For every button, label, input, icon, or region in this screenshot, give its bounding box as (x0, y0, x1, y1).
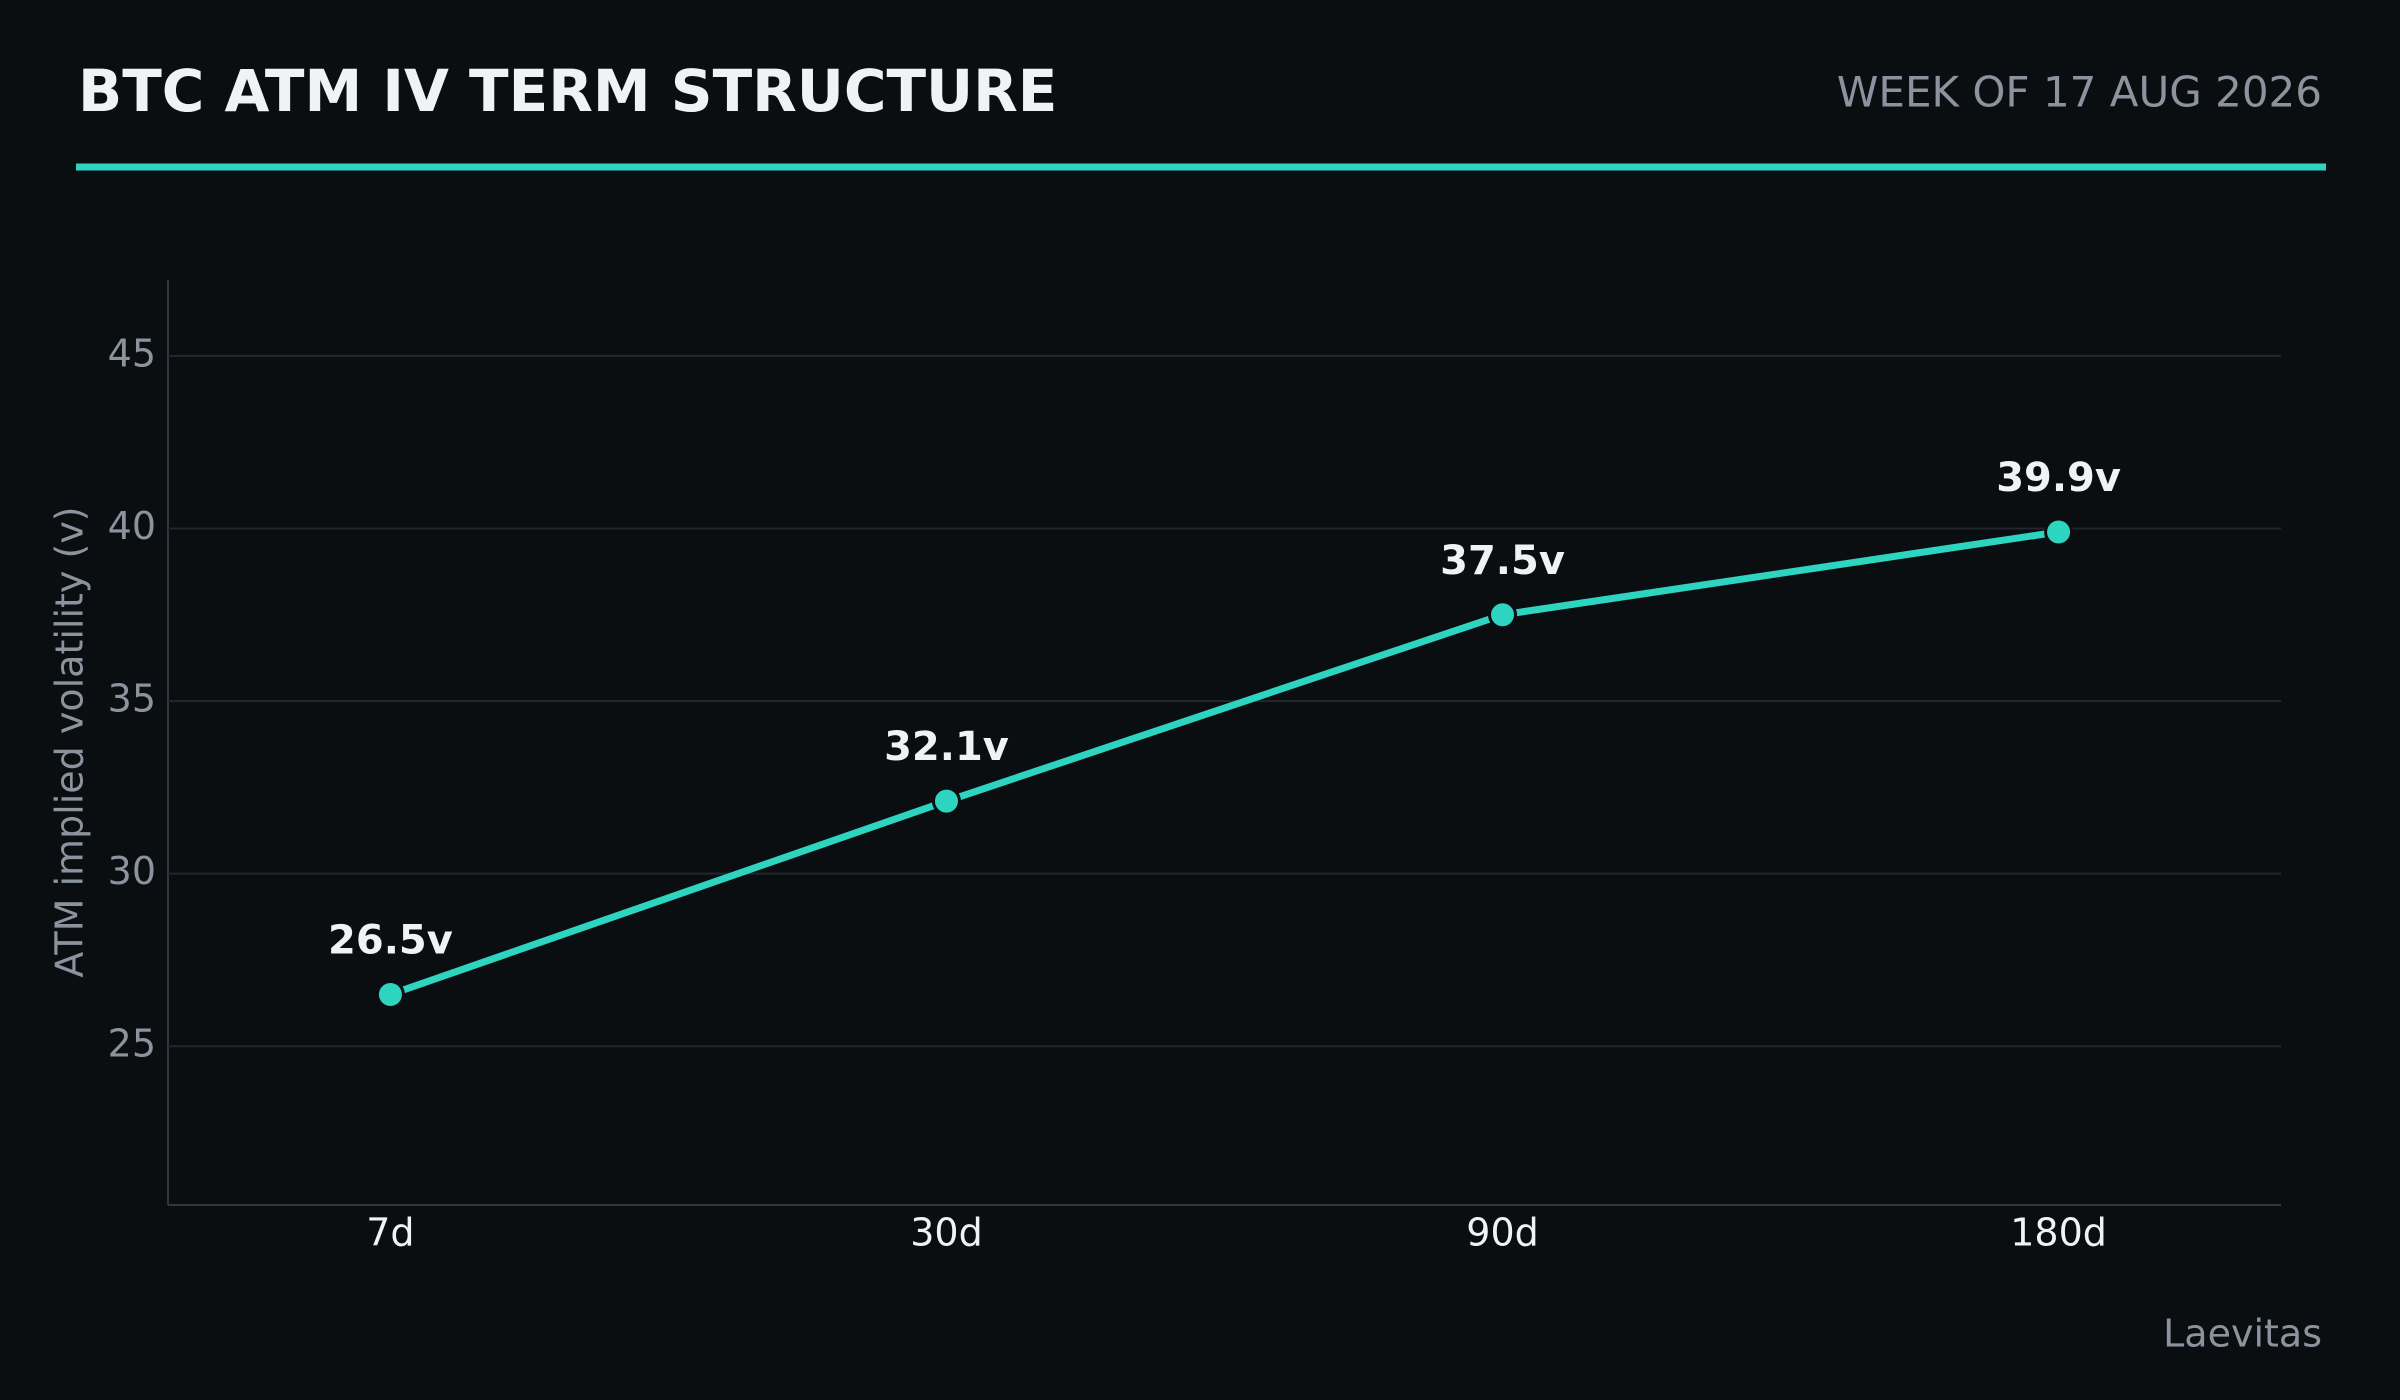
x-tick-label: 180d (2010, 1211, 2107, 1255)
x-tick-label: 30d (910, 1211, 982, 1255)
data-point (375, 979, 405, 1009)
chart-subtitle: WEEK OF 17 AUG 2026 (1837, 68, 2322, 117)
x-tick-label: 7d (366, 1211, 414, 1255)
data-point (931, 786, 961, 816)
y-tick-label: 25 (108, 1022, 156, 1066)
y-tick-label: 45 (108, 331, 156, 375)
y-axis-label: ATM implied volatility (v) (48, 506, 92, 977)
series-line (389, 528, 2060, 998)
data-point (1488, 600, 1518, 630)
y-tick-label: 35 (108, 677, 156, 721)
data-label: 37.5v (1440, 538, 1565, 584)
source-label: Laevitas (2163, 1312, 2322, 1356)
data-label: 32.1v (884, 724, 1009, 770)
data-label: 26.5v (328, 917, 453, 963)
y-tick-label: 30 (108, 849, 156, 893)
chart-title: BTC ATM IV TERM STRUCTURE (78, 57, 1057, 125)
y-tick-label: 40 (108, 504, 156, 548)
data-label: 39.9v (1996, 455, 2121, 501)
x-tick-label: 90d (1466, 1211, 1538, 1255)
data-point (2044, 517, 2074, 547)
